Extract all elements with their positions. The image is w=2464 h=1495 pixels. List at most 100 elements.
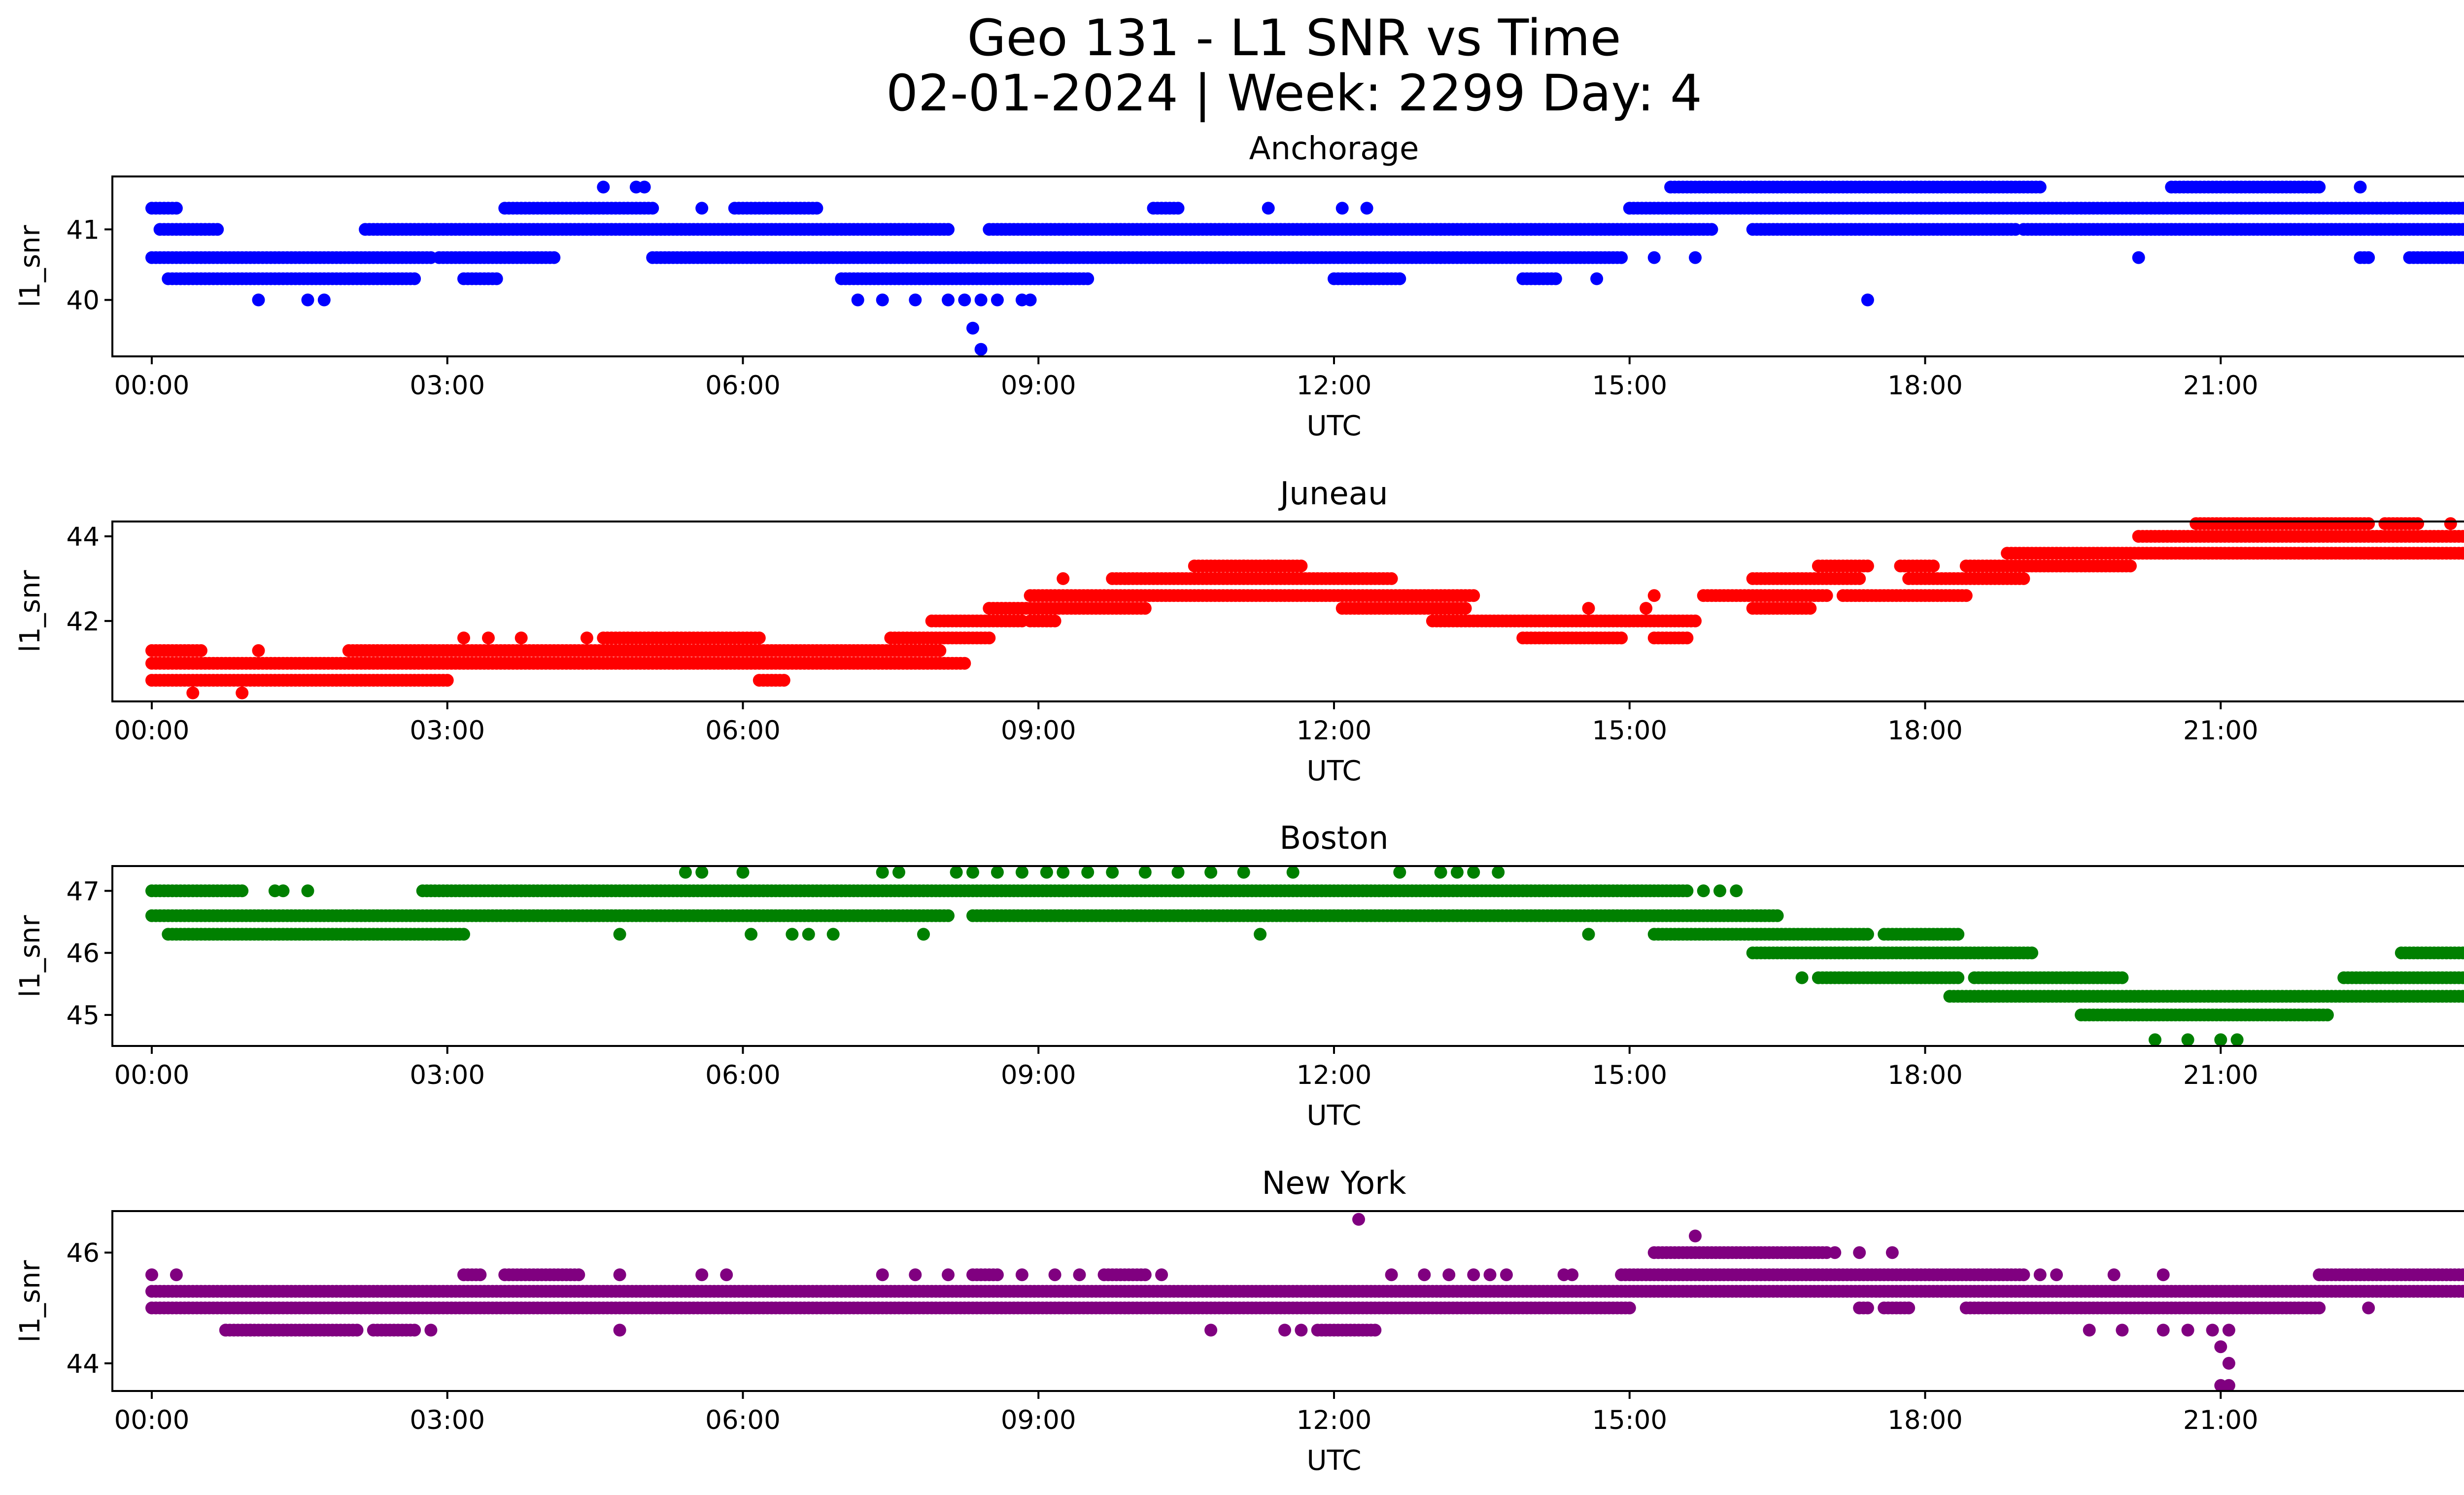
juneau-point: [441, 674, 454, 687]
anchorage-point: [597, 180, 610, 194]
anchorage-title: Anchorage: [1249, 131, 1419, 167]
boston-point: [236, 884, 249, 898]
boston-point: [1713, 884, 1726, 898]
anchorage-point: [1393, 272, 1406, 285]
anchorage-xtick-label: 12:00: [1297, 371, 1372, 401]
anchorage-ytick-label: 41: [67, 215, 100, 245]
juneau-point: [1582, 602, 1595, 615]
boston-point: [1040, 866, 1053, 879]
anchorage-xtick-label: 03:00: [410, 371, 485, 401]
anchorage-point: [490, 272, 503, 285]
boston-point: [695, 866, 709, 879]
boston-point: [736, 866, 750, 879]
anchorage-point: [966, 321, 979, 335]
juneau-point: [933, 644, 947, 657]
boston-point: [1254, 928, 1267, 941]
juneau-point: [2124, 559, 2137, 573]
anchorage-point: [851, 293, 864, 307]
anchorage-xlabel: UTC: [1306, 410, 1361, 442]
anchorage-point: [1335, 202, 1349, 215]
juneau-xlabel: UTC: [1306, 755, 1361, 787]
boston-ytick-label: 46: [67, 939, 100, 969]
boston-point: [1138, 866, 1152, 879]
boston-point: [1582, 928, 1595, 941]
boston-point: [1771, 909, 1784, 922]
boston-title: Boston: [1279, 820, 1388, 857]
juneau-point: [1861, 559, 1874, 573]
anchorage-point: [252, 293, 265, 307]
anchorage-point: [909, 293, 922, 307]
juneau-point: [1385, 572, 1398, 585]
juneau-point: [457, 631, 470, 645]
juneau-xtick-label: 06:00: [705, 716, 781, 746]
boston-xtick-label: 03:00: [410, 1060, 485, 1090]
juneau-point: [236, 686, 249, 699]
anchorage-point: [638, 180, 651, 194]
anchorage-point: [170, 202, 183, 215]
juneau-xtick-label: 15:00: [1592, 716, 1667, 746]
anchorage-point: [876, 293, 889, 307]
boston-point: [1467, 866, 1480, 879]
boston-point: [892, 866, 905, 879]
boston-point: [1204, 866, 1218, 879]
boston-point: [1951, 928, 1965, 941]
boston-point: [1795, 971, 1809, 984]
boston-point: [917, 928, 930, 941]
juneau-point: [1237, 559, 1250, 573]
juneau-point: [1927, 559, 1940, 573]
juneau-ylabel: l1_snr: [14, 570, 46, 653]
anchorage-point: [1689, 251, 1702, 264]
anchorage-points: [145, 180, 2464, 356]
juneau-point: [753, 631, 766, 645]
anchorage-point: [1262, 202, 1275, 215]
boston-point: [1237, 866, 1250, 879]
juneau-point: [2411, 517, 2425, 530]
boston-point: [1680, 884, 1694, 898]
juneau-point: [1640, 602, 1653, 615]
anchorage-point: [1360, 202, 1373, 215]
boston-xtick-label: 15:00: [1592, 1060, 1667, 1090]
anchorage-point: [810, 202, 823, 215]
boston-point: [1106, 866, 1119, 879]
boston-point: [991, 866, 1004, 879]
boston-point: [1697, 884, 1710, 898]
boston-xlabel: UTC: [1306, 1100, 1361, 1132]
boston-point: [1171, 866, 1185, 879]
anchorage-point: [1024, 293, 1037, 307]
anchorage-point: [974, 293, 988, 307]
juneau-point: [1820, 589, 1833, 602]
juneau-xtick-label: 00:00: [114, 716, 190, 746]
boston-point: [2321, 1008, 2334, 1022]
juneau-point: [1467, 589, 1480, 602]
boston-xtick-label: 06:00: [705, 1060, 781, 1090]
juneau-point: [2362, 517, 2375, 530]
anchorage-point: [1171, 202, 1185, 215]
boston-point: [1951, 971, 1965, 984]
juneau-point: [1615, 631, 1628, 645]
juneau-xtick-label: 21:00: [2183, 716, 2259, 746]
anchorage-point: [1615, 251, 1628, 264]
juneau-point: [194, 644, 207, 657]
anchorage-point: [211, 223, 224, 236]
anchorage-point: [2461, 252, 2464, 264]
juneau-point: [416, 644, 429, 657]
juneau-xtick-label: 03:00: [410, 716, 485, 746]
boston-point: [950, 866, 963, 879]
boston-point: [457, 928, 470, 941]
boston-point: [876, 866, 889, 879]
anchorage-point: [408, 272, 421, 285]
figure-title-line1: Geo 131 - L1 SNR vs Time: [967, 9, 1621, 68]
anchorage-point: [2362, 251, 2375, 264]
boston-point: [786, 928, 799, 941]
boston-point: [2181, 1033, 2194, 1046]
boston-point: [2149, 1033, 2161, 1046]
boston-point: [1861, 928, 1874, 941]
juneau-point: [186, 686, 200, 699]
anchorage-xtick-label: 09:00: [1001, 371, 1076, 401]
juneau-point: [252, 644, 265, 657]
anchorage-point: [2313, 180, 2326, 194]
anchorage-xtick-label: 18:00: [1887, 371, 1963, 401]
anchorage-point: [2461, 223, 2464, 235]
boston-ylabel: l1_snr: [14, 915, 46, 998]
